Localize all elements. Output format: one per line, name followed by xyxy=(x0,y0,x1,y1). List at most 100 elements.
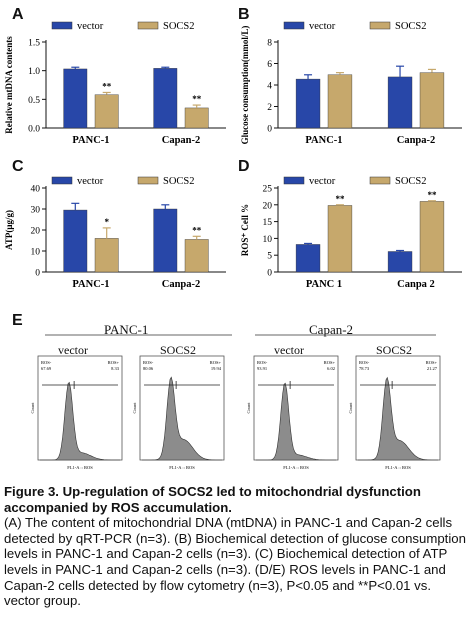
flow-x-label: FL1-A :: ROS xyxy=(67,465,93,470)
x-category-label: PANC-1 xyxy=(72,279,109,290)
gate-value-right: 8.33 xyxy=(111,366,120,371)
panel-label-d: D xyxy=(238,158,250,175)
y-tick-label: 20 xyxy=(31,227,41,237)
gate-value-left: 67.69 xyxy=(41,366,52,371)
legend-label-socs2: SOCS2 xyxy=(163,21,195,32)
bar-vector xyxy=(295,244,321,273)
bar-vector xyxy=(387,251,413,273)
significance-mark: ** xyxy=(192,225,202,235)
bar-vector xyxy=(63,209,88,273)
y-tick-label: 10 xyxy=(263,235,273,245)
bar-socs2 xyxy=(327,74,353,129)
panel-label-e: E xyxy=(12,312,23,329)
flow-x-label: FL1-A :: ROS xyxy=(283,465,309,470)
legend-swatch-socs2 xyxy=(369,21,391,30)
bar-socs2 xyxy=(184,239,209,273)
y-tick-label: 20 xyxy=(263,201,273,211)
histogram-frame xyxy=(37,355,123,461)
y-tick-label: 0 xyxy=(267,125,272,135)
y-axis-label: Relative mtDNA contents xyxy=(4,36,14,134)
gate-label-left: ROS- xyxy=(359,360,370,365)
y-tick-label: 4 xyxy=(267,82,272,92)
histogram-frame xyxy=(253,355,339,461)
legend-swatch-vector xyxy=(51,21,73,30)
histogram-curve xyxy=(40,381,120,461)
flow-group-title-panc1: PANC-1 xyxy=(104,322,149,337)
legend-swatch-socs2 xyxy=(369,176,391,185)
legend-label-vector: vector xyxy=(77,21,104,32)
y-axis-label: ATP(μg/g) xyxy=(4,210,14,250)
x-category-label: PANC-1 xyxy=(72,135,109,146)
bar-vector xyxy=(387,76,413,129)
y-tick-label: 2 xyxy=(267,103,272,113)
y-tick-label: 6 xyxy=(267,60,272,70)
y-tick-label: 1.5 xyxy=(28,39,40,49)
y-tick-label: 15 xyxy=(263,218,273,228)
y-tick-label: 40 xyxy=(31,185,41,195)
flow-y-label: Count xyxy=(30,402,35,414)
caption-text: (A) The content of mitochondrial DNA (mt… xyxy=(4,515,466,609)
gate-value-right: 6.02 xyxy=(327,366,335,371)
legend-label-vector: vector xyxy=(77,176,104,187)
panel-label-c: C xyxy=(12,158,24,175)
x-category-label: PANC 1 xyxy=(306,279,342,290)
legend-label-socs2: SOCS2 xyxy=(395,21,427,32)
x-category-label: Capan-2 xyxy=(162,135,201,146)
gate-label-left: ROS- xyxy=(41,360,52,365)
flow-condition-label: SOCS2 xyxy=(160,343,197,357)
gate-label-left: ROS- xyxy=(143,360,154,365)
flow-condition-label: vector xyxy=(58,343,88,357)
flow-x-label: FL1-A :: ROS xyxy=(169,465,195,470)
flow-y-label: Count xyxy=(246,402,251,414)
gate-value-left: 80.06 xyxy=(143,366,154,371)
flow-y-label: Count xyxy=(132,402,137,414)
y-tick-label: 8 xyxy=(267,39,272,49)
x-category-label: Canpa-2 xyxy=(397,135,436,146)
gate-label-right: ROS+ xyxy=(210,360,222,365)
legend-swatch-vector xyxy=(283,21,305,30)
caption-heading: Figure 3. Up-regulation of SOCS2 led to … xyxy=(4,484,421,515)
significance-mark: ** xyxy=(192,94,202,104)
flow-group-title-capan2: Capan-2 xyxy=(309,322,354,337)
bar-socs2 xyxy=(184,107,209,129)
y-tick-label: 0.5 xyxy=(28,96,40,106)
histogram-curve xyxy=(256,382,336,461)
x-category-label: Canpa 2 xyxy=(397,279,435,290)
gate-value-right: 21.27 xyxy=(427,366,438,371)
y-tick-label: 0 xyxy=(267,269,272,279)
chart-a: 0.0 0.5 1.0 1.5 Relative mtDNA contents vecto… xyxy=(4,21,226,146)
gate-value-right: 19.94 xyxy=(211,366,222,371)
gate-label-right: ROS+ xyxy=(108,360,120,365)
gate-label-right: ROS+ xyxy=(426,360,438,365)
legend-label-socs2: SOCS2 xyxy=(163,176,195,187)
x-category-label: Canpa-2 xyxy=(162,279,201,290)
gate-value-left: 93.91 xyxy=(257,366,267,371)
y-axis-label: Glucose consumption(mmol/L) xyxy=(240,26,250,145)
bar-vector xyxy=(295,78,321,129)
legend-swatch-vector xyxy=(51,176,73,185)
significance-mark: * xyxy=(104,217,109,227)
legend-label-socs2: SOCS2 xyxy=(395,176,427,187)
flow-y-label: Count xyxy=(348,402,353,414)
bar-socs2 xyxy=(94,238,119,273)
significance-mark: ** xyxy=(427,190,437,200)
x-category-label: PANC-1 xyxy=(305,135,342,146)
legend-label-vector: vector xyxy=(309,176,336,187)
legend-swatch-socs2 xyxy=(137,176,159,185)
bar-vector xyxy=(63,68,88,129)
legend-swatch-socs2 xyxy=(137,21,159,30)
y-tick-label: 30 xyxy=(31,206,41,216)
bar-socs2 xyxy=(419,201,445,273)
y-axis-label: ROS⁺ Cell % xyxy=(240,204,250,256)
y-tick-label: 0.0 xyxy=(28,125,40,135)
chart-b: 0 2 4 6 8 Glucose consumption(mmol/L) vector SO… xyxy=(240,21,462,146)
y-tick-label: 25 xyxy=(263,185,273,195)
bar-socs2 xyxy=(419,72,445,129)
bar-vector xyxy=(153,208,178,273)
significance-mark: ** xyxy=(102,81,112,91)
bar-socs2 xyxy=(94,94,119,129)
figure-caption: Figure 3. Up-regulation of SOCS2 led to … xyxy=(4,484,468,609)
flow-condition-label: SOCS2 xyxy=(376,343,413,357)
gate-label-right: ROS+ xyxy=(324,360,336,365)
